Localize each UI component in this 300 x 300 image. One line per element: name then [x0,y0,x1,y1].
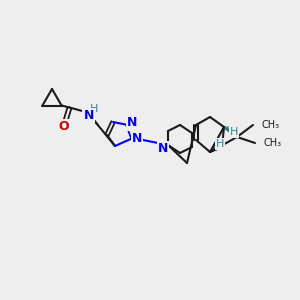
Text: CH₃: CH₃ [263,138,281,148]
Text: N: N [158,142,168,155]
Text: H: H [89,104,98,115]
Text: N: N [127,116,137,130]
Text: H: H [230,127,238,137]
Text: H: H [216,139,224,149]
Text: O: O [58,120,69,133]
Text: N: N [132,131,142,145]
Text: CH₃: CH₃ [261,120,279,130]
Text: N: N [83,109,94,122]
Polygon shape [210,144,219,152]
